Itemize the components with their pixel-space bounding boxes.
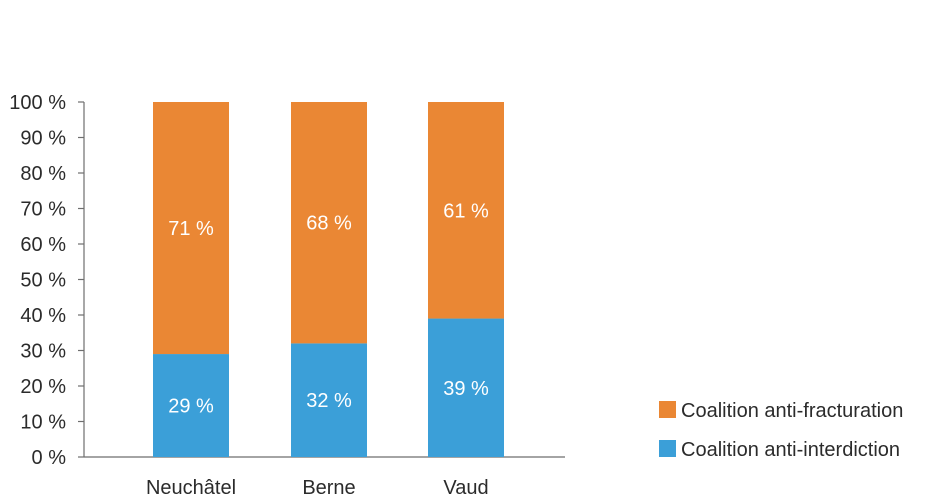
- y-tick-label: 90 %: [20, 128, 66, 150]
- bar-segment: [428, 318, 504, 457]
- legend-swatch: [659, 440, 676, 457]
- labels-layer: 29 % 71 % 32 % 68 % 39 % 61 %: [168, 200, 489, 417]
- bar-segment: [428, 102, 504, 319]
- legend: Coalition anti-fracturation Coalition ant…: [659, 400, 903, 461]
- x-tick-label: Vaud: [443, 477, 488, 498]
- x-tick-label: Neuchâtel: [146, 477, 236, 498]
- y-tick-label: 60 %: [20, 234, 66, 256]
- bar-segment: [153, 102, 229, 355]
- data-label: 32 %: [306, 390, 352, 412]
- legend-label: Coalition anti-interdiction: [681, 439, 900, 461]
- data-label: 68 %: [306, 213, 352, 235]
- y-tick-label: 80 %: [20, 163, 66, 185]
- data-label: 39 %: [443, 378, 489, 400]
- data-label: 71 %: [168, 218, 214, 240]
- axis-layer: 0 % 10 % 20 % 30 % 40 % 50 % 60 % 70 % 80 % 90 % 1…: [9, 92, 565, 498]
- x-tick-label: Berne: [302, 477, 355, 498]
- y-tick-label: 20 %: [20, 376, 66, 398]
- y-tick-label: 70 %: [20, 199, 66, 221]
- bar-segment: [291, 343, 367, 457]
- bars-layer: [153, 102, 504, 457]
- bar-segment: [291, 102, 367, 344]
- legend-label: Coalition anti-fracturation: [681, 400, 903, 422]
- y-tick-label: 10 %: [20, 412, 66, 434]
- y-tick-label: 0 %: [32, 447, 67, 469]
- y-tick-label: 100 %: [9, 92, 66, 114]
- legend-swatch: [659, 401, 676, 418]
- bar-segment: [153, 354, 229, 457]
- y-tick-label: 40 %: [20, 305, 66, 327]
- y-tick-label: 30 %: [20, 341, 66, 363]
- y-tick-label: 50 %: [20, 270, 66, 292]
- data-label: 29 %: [168, 396, 214, 418]
- data-label: 61 %: [443, 200, 489, 222]
